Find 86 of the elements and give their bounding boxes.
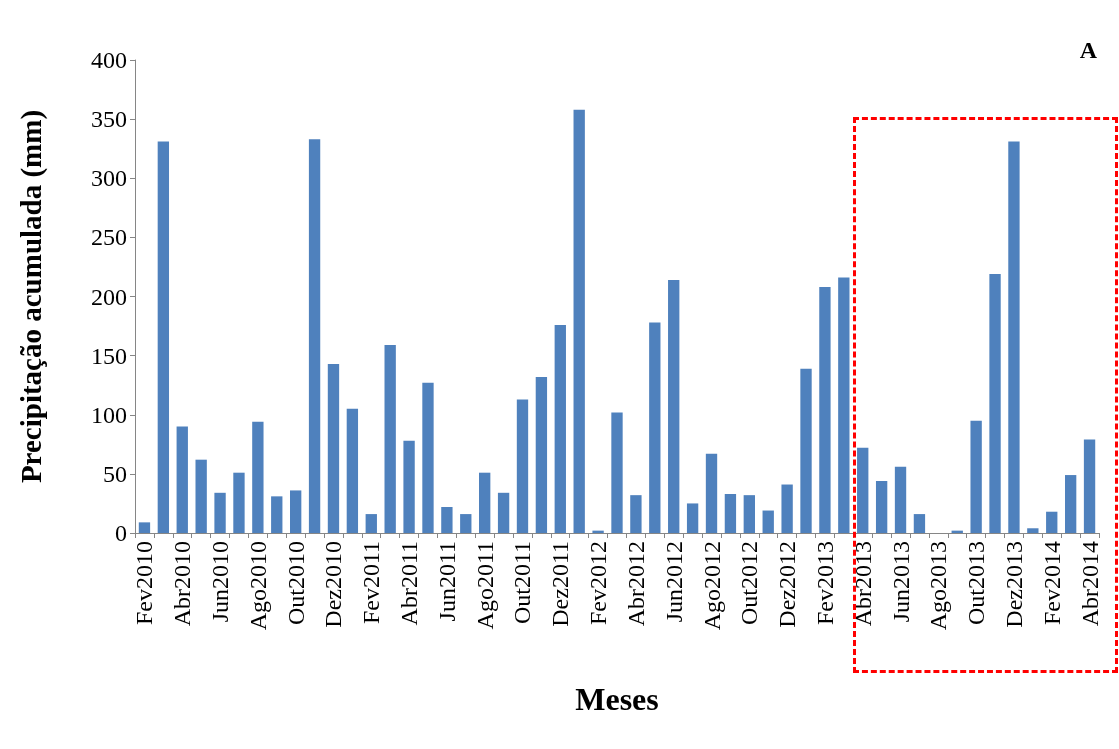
bar <box>1046 511 1058 533</box>
x-tick-label: Ago2010 <box>244 541 271 631</box>
bar <box>497 492 510 533</box>
x-tick-label: Jun2010 <box>207 541 234 623</box>
x-tick-label: Dez2011 <box>547 541 574 627</box>
bar <box>441 506 453 533</box>
bar <box>781 484 793 533</box>
x-tick-label: Jun2011 <box>433 541 460 622</box>
bar <box>1027 528 1039 533</box>
bar <box>233 472 245 533</box>
bar <box>327 363 340 533</box>
x-tick-label: Out2012 <box>736 541 763 625</box>
bar <box>308 139 321 533</box>
x-tick-label: Abr2010 <box>169 541 196 627</box>
x-tick-label: Fev2012 <box>585 541 612 625</box>
x-tick-label: Jun2012 <box>660 541 687 623</box>
x-tick-label: Fev2014 <box>1038 541 1065 625</box>
bar <box>573 109 585 533</box>
bar <box>989 274 1001 533</box>
bar <box>913 514 926 533</box>
bar <box>838 277 850 533</box>
bar <box>422 382 434 533</box>
bar <box>346 408 359 533</box>
bar <box>894 466 907 533</box>
x-tick-label: Abr2011 <box>396 541 423 626</box>
x-tick-label: Abr2012 <box>622 541 649 627</box>
x-tick-label: Ago2012 <box>698 541 725 631</box>
bar <box>176 426 188 533</box>
bar <box>214 492 226 533</box>
bar <box>649 322 661 533</box>
bar <box>365 514 377 533</box>
bar <box>1008 141 1020 533</box>
x-tick-label: Dez2010 <box>320 541 347 628</box>
bar <box>875 480 888 533</box>
x-tick-label: Jun2013 <box>887 541 914 623</box>
y-tick-label: 250 <box>91 224 127 251</box>
bar <box>611 412 623 533</box>
x-axis-title: Meses <box>575 681 659 717</box>
bar <box>479 472 491 533</box>
y-tick-label: 300 <box>91 165 127 192</box>
bar <box>384 344 396 533</box>
bar <box>1083 439 1096 533</box>
x-tick-label: Ago2013 <box>925 541 952 631</box>
bar <box>686 503 699 533</box>
bar <box>157 141 170 533</box>
x-tick-label: Dez2012 <box>774 541 801 628</box>
annotation: A <box>1079 37 1098 63</box>
bar <box>705 453 718 533</box>
bar <box>630 495 642 533</box>
bar <box>252 421 264 533</box>
bar <box>1064 475 1077 533</box>
bar <box>535 376 548 533</box>
bar <box>290 490 302 533</box>
bar <box>762 510 774 533</box>
bar <box>668 279 680 533</box>
bar <box>403 440 415 533</box>
bar <box>743 495 755 533</box>
bar <box>516 399 529 533</box>
x-tick-label: Out2013 <box>963 541 990 625</box>
x-tick-label: Fev2011 <box>358 541 385 625</box>
x-tick-label: Abr2014 <box>1076 541 1103 627</box>
x-tick-label: Fev2010 <box>131 541 158 625</box>
y-tick-label: 350 <box>91 106 127 133</box>
x-tick-label: Ago2011 <box>471 541 498 630</box>
bar <box>857 447 869 533</box>
bar <box>819 287 831 533</box>
x-tick-label: Out2011 <box>509 541 536 625</box>
x-tick-label: Out2010 <box>282 541 309 625</box>
x-tick-label: Dez2013 <box>1000 541 1027 628</box>
bar <box>271 496 283 533</box>
y-tick-label: 200 <box>91 283 127 310</box>
y-axis-title: Precipitação acumulada (mm) <box>14 109 48 484</box>
bar <box>724 493 737 533</box>
x-tick-label: Abr2013 <box>849 541 876 627</box>
bar <box>195 459 207 533</box>
y-tick-label: 0 <box>115 520 127 546</box>
y-tick-label: 150 <box>91 342 127 369</box>
y-tick-label: 50 <box>103 460 127 487</box>
y-tick-label: 100 <box>91 401 127 428</box>
y-tick-label: 400 <box>91 47 127 73</box>
bar <box>554 324 566 533</box>
bar <box>460 514 472 533</box>
bar <box>800 368 812 533</box>
bar <box>138 522 151 533</box>
x-tick-label: Fev2013 <box>811 541 838 625</box>
bar <box>970 420 982 533</box>
